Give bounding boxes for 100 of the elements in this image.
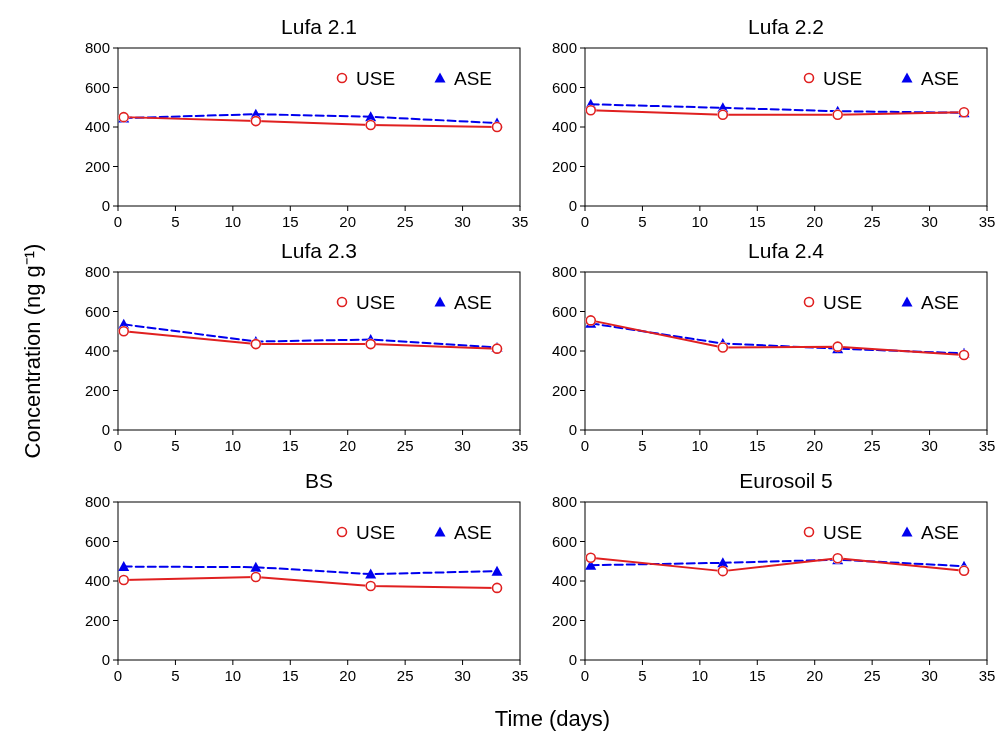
y-tick-label: 800 — [84, 39, 110, 57]
x-tick-label: 15 — [748, 213, 766, 230]
y-tick-label: 200 — [551, 381, 577, 399]
y-tick-label: 200 — [84, 611, 110, 629]
x-tick-label: 5 — [171, 213, 180, 230]
x-tick-label: 30 — [454, 213, 471, 230]
x-tick-label: 25 — [396, 667, 414, 684]
y-tick-label: 400 — [551, 118, 577, 136]
x-tick-label: 10 — [224, 213, 242, 230]
x-tick-label: 20 — [806, 667, 824, 684]
y-tick-label: 400 — [84, 342, 110, 360]
x-tick-label: 30 — [921, 437, 938, 454]
x-tick-label: 35 — [511, 437, 529, 454]
y-tick-label: 0 — [101, 421, 110, 439]
x-tick-label: 30 — [454, 437, 471, 454]
x-tick-label: 30 — [921, 667, 938, 684]
legend-label: ASE — [454, 291, 493, 313]
x-tick-label: 35 — [511, 667, 529, 684]
legend-label: ASE — [921, 291, 960, 313]
chart-title: BS — [304, 469, 334, 492]
x-axis-title: Time (days) — [494, 706, 611, 731]
legend-label: USE — [823, 521, 863, 543]
x-tick-label: 10 — [691, 437, 709, 454]
y-tick-label: 200 — [84, 157, 110, 175]
y-tick-label: 200 — [551, 611, 577, 629]
x-tick-label: 30 — [921, 213, 938, 230]
x-tick-label: 5 — [171, 667, 180, 684]
y-tick-label: 400 — [84, 572, 110, 590]
y-tick-label: 800 — [551, 493, 577, 511]
x-tick-label: 35 — [978, 213, 996, 230]
x-tick-label: 15 — [281, 213, 299, 230]
x-tick-label: 15 — [281, 437, 299, 454]
x-tick-label: 20 — [806, 213, 824, 230]
y-tick-label: 0 — [568, 651, 577, 669]
x-tick-label: 5 — [638, 437, 647, 454]
x-tick-label: 25 — [396, 437, 414, 454]
legend-label: USE — [823, 67, 863, 89]
point — [491, 565, 503, 576]
y-tick-label: 400 — [551, 342, 577, 360]
y-tick-label: 600 — [84, 302, 110, 320]
x-tick-label: 10 — [691, 213, 709, 230]
chart-title: Lufa 2.2 — [748, 15, 824, 38]
y-tick-label: 200 — [84, 381, 110, 399]
x-tick-label: 5 — [638, 667, 647, 684]
y-tick-label: 600 — [551, 78, 577, 96]
y-tick-label: 800 — [551, 263, 577, 281]
x-tick-label: 15 — [281, 667, 299, 684]
x-tick-label: 5 — [638, 213, 647, 230]
x-tick-label: 10 — [224, 437, 242, 454]
point — [250, 561, 262, 572]
x-tick-label: 0 — [113, 213, 123, 230]
x-tick-label: 10 — [691, 667, 709, 684]
y-tick-label: 800 — [84, 493, 110, 511]
y-tick-label: 0 — [101, 651, 110, 669]
legend-label: USE — [356, 67, 396, 89]
x-tick-label: 5 — [171, 437, 180, 454]
legend-label: ASE — [454, 521, 493, 543]
y-tick-label: 0 — [101, 197, 110, 215]
x-tick-label: 20 — [806, 437, 824, 454]
y-tick-label: 400 — [84, 118, 110, 136]
y-tick-label: 0 — [568, 197, 577, 215]
legend-label: ASE — [454, 67, 493, 89]
chart-title: Eurosoil 5 — [739, 469, 833, 492]
legend-label: ASE — [921, 521, 960, 543]
x-tick-label: 20 — [339, 213, 357, 230]
chart-title: Lufa 2.4 — [748, 239, 825, 262]
chart-title: Lufa 2.3 — [281, 239, 357, 262]
y-tick-label: 400 — [551, 572, 577, 590]
y-tick-label: 800 — [551, 39, 577, 57]
x-tick-label: 25 — [396, 213, 414, 230]
x-tick-label: 30 — [454, 667, 471, 684]
y-tick-label: 0 — [568, 421, 577, 439]
x-tick-label: 0 — [580, 213, 590, 230]
x-tick-label: 0 — [580, 667, 590, 684]
legend-label: USE — [356, 291, 396, 313]
point — [365, 568, 377, 579]
y-tick-label: 600 — [84, 532, 110, 550]
x-tick-label: 35 — [978, 437, 996, 454]
x-tick-label: 0 — [580, 437, 590, 454]
x-tick-label: 15 — [748, 667, 766, 684]
y-tick-label: 600 — [551, 532, 577, 550]
y-tick-label: 600 — [551, 302, 577, 320]
x-tick-label: 0 — [113, 667, 123, 684]
legend-label: USE — [823, 291, 863, 313]
y-axis-title: Concentration (ng g⁻¹) — [20, 243, 45, 459]
chart-title: Lufa 2.1 — [281, 15, 357, 38]
x-tick-label: 35 — [978, 667, 996, 684]
y-tick-label: 200 — [551, 157, 577, 175]
y-tick-label: 600 — [84, 78, 110, 96]
legend-label: ASE — [921, 67, 960, 89]
x-tick-label: 20 — [339, 667, 357, 684]
x-tick-label: 15 — [748, 437, 766, 454]
x-tick-label: 25 — [863, 213, 881, 230]
x-tick-label: 20 — [339, 437, 357, 454]
point — [118, 561, 130, 572]
legend-label: USE — [356, 521, 396, 543]
x-tick-label: 35 — [511, 213, 529, 230]
x-tick-label: 25 — [863, 437, 881, 454]
x-tick-label: 25 — [863, 667, 881, 684]
x-tick-label: 10 — [224, 667, 242, 684]
